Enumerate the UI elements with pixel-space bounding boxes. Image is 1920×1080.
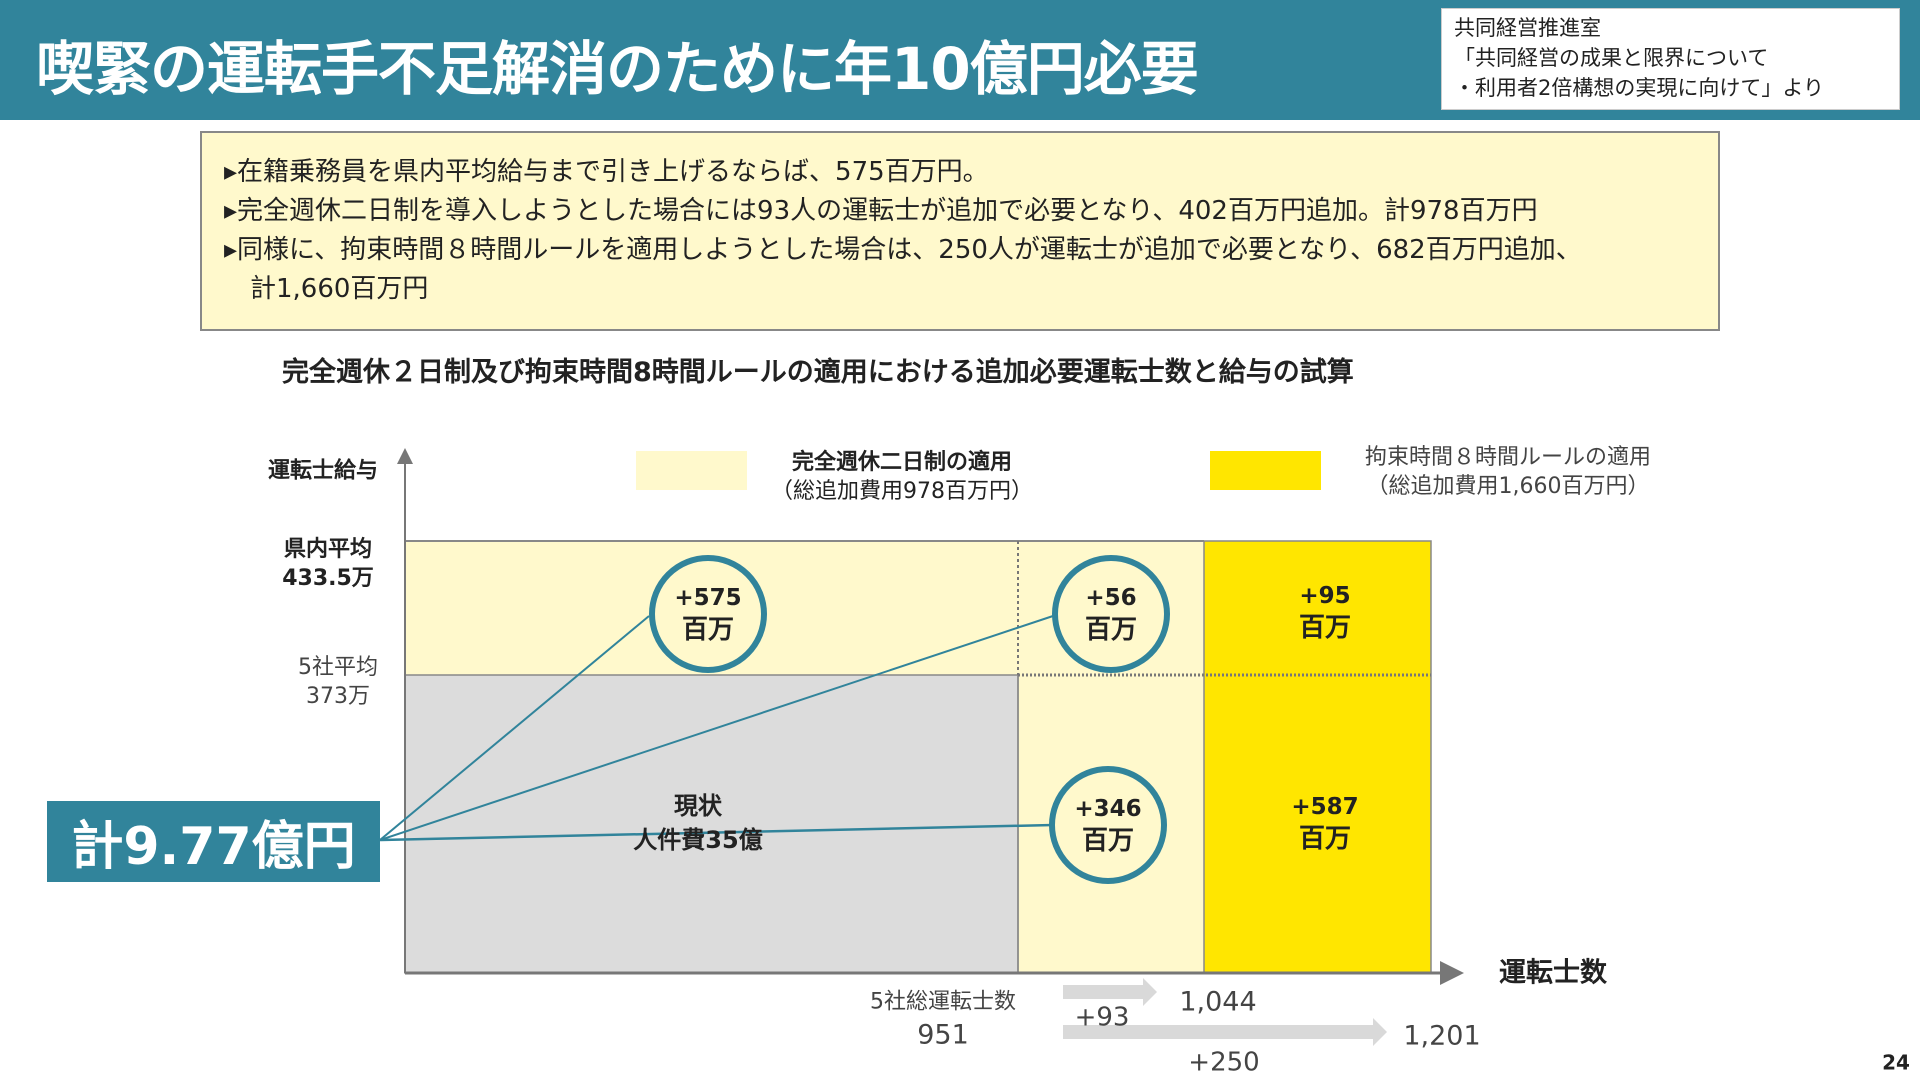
connector-line xyxy=(379,615,1054,841)
page-number: 24 xyxy=(1882,1050,1910,1075)
circle-plus575: +575 百万 xyxy=(649,555,767,673)
circle-plus56: +56 百万 xyxy=(1052,555,1170,673)
summary-line: ▸在籍乗務員を県内平均給与まで引き上げるならば、575百万円。 xyxy=(224,157,989,187)
legend-swatch-yellow xyxy=(1210,451,1321,490)
legend-swatch-light xyxy=(636,451,747,490)
source-box: 共同経営推進室 「共同経営の成果と限界について ・利用者2倍構想の実現に向けて」… xyxy=(1441,8,1900,110)
connector-line xyxy=(379,615,650,841)
arrow-plus250 xyxy=(1063,1018,1387,1046)
y-tick-prefecture-avg: 県内平均 433.5万 xyxy=(282,537,374,591)
arrow-plus93 xyxy=(1063,978,1157,1006)
summary-line: 計1,660百万円 xyxy=(224,274,429,304)
driver-count-1044: 1,044 xyxy=(1179,986,1257,1018)
circle-plus346: +346 百万 xyxy=(1049,766,1167,884)
current-gray-region xyxy=(404,674,1019,974)
yellow-value-plus587: +587 百万 xyxy=(1291,794,1359,854)
source-line: 「共同経営の成果と限界について xyxy=(1454,46,1769,70)
add-93-label: +93 xyxy=(1074,1002,1130,1033)
add-250-label: +250 xyxy=(1188,1047,1260,1078)
connector-line xyxy=(379,823,1054,842)
driver-count-1201: 1,201 xyxy=(1403,1020,1481,1052)
diagram-title: 完全週休２日制及び拘束時間8時間ルールの適用における追加必要運転士数と給与の試算 xyxy=(282,357,1354,388)
summary-line: ▸完全週休二日制を導入しようとした場合には93人の運転士が追加で必要となり、40… xyxy=(224,196,1538,226)
source-line: ・利用者2倍構想の実現に向けて」より xyxy=(1454,76,1824,100)
current-cost-label: 現状 人件費35億 xyxy=(633,792,763,854)
base-driver-value: 951 xyxy=(917,1019,969,1051)
summary-line: ▸同様に、拘束時間８時間ルールを適用しようとした場合は、250人が運転士が追加で… xyxy=(224,235,1582,265)
yellow-region xyxy=(1203,540,1432,974)
page-title: 喫緊の運転手不足解消のために年10億円必要 xyxy=(36,35,1199,103)
y-tick-5co-avg: 5社平均 373万 xyxy=(298,655,378,709)
yellow-value-plus95: +95 百万 xyxy=(1298,583,1352,643)
legend-item-8hour: 拘束時間８時間ルールの適用 （総追加費用1,660百万円） xyxy=(1364,445,1652,499)
source-line: 共同経営推進室 xyxy=(1454,16,1601,40)
y-axis-label: 運転士給与 xyxy=(267,458,379,484)
summary-box: ▸在籍乗務員を県内平均給与まで引き上げるならば、575百万円。 ▸完全週休二日制… xyxy=(200,131,1720,331)
x-axis-label: 運転士数 xyxy=(1499,957,1607,989)
base-driver-label: 5社総運転士数 xyxy=(870,989,1016,1015)
total-cost-badge: 計9.77億円 xyxy=(47,801,380,882)
legend-item-holiday: 完全週休二日制の適用 （総追加費用978百万円） xyxy=(771,450,1033,504)
